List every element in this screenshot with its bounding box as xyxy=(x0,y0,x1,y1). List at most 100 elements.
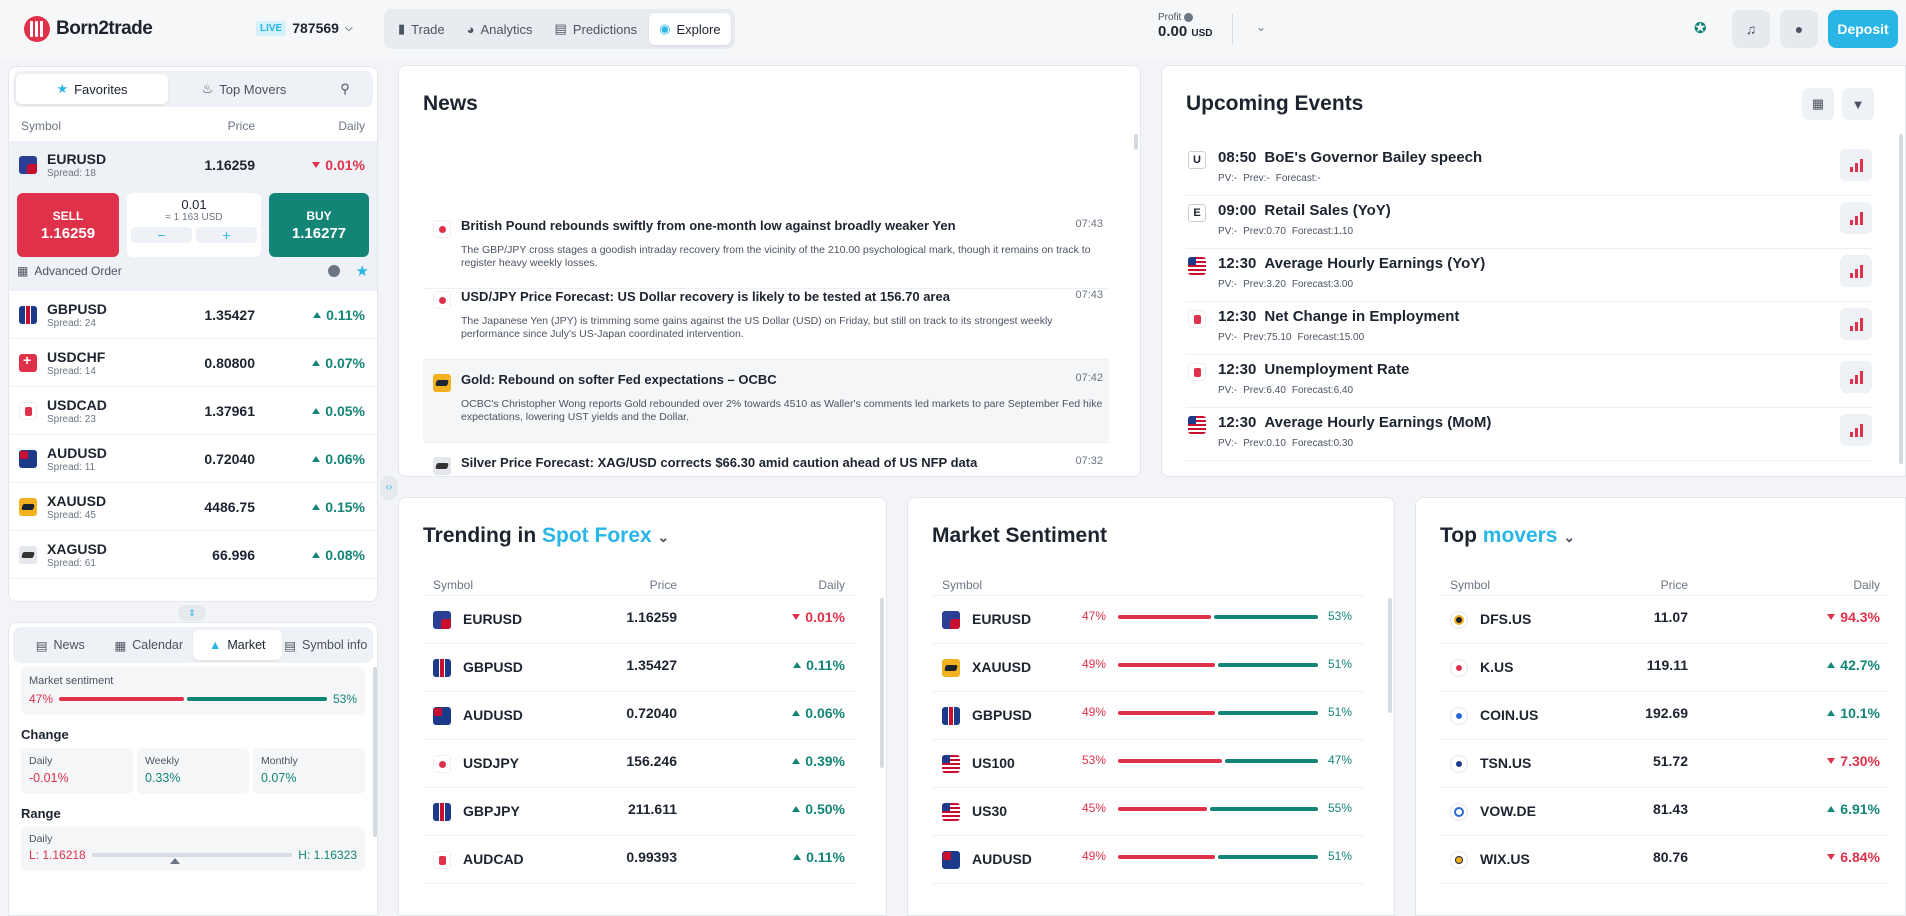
daily-value: 0.50% xyxy=(805,801,845,817)
table-row[interactable]: GBPJPY 211.611 0.50% xyxy=(423,788,855,836)
sell-bar xyxy=(1118,663,1215,667)
table-row[interactable]: XAUUSD 49% 51% xyxy=(932,644,1364,692)
quantity-stepper[interactable]: 0.01 ≈ 1 163 USD − + xyxy=(127,193,261,257)
scrollbar[interactable] xyxy=(880,598,884,768)
collapse-handle[interactable]: ⇕ xyxy=(178,605,206,621)
scrollbar[interactable] xyxy=(1134,134,1138,150)
tab-market[interactable]: ▲ Market xyxy=(193,630,282,660)
table-row[interactable]: AUDCAD 0.99393 0.11% xyxy=(423,836,855,884)
table-row[interactable]: US100 53% 47% xyxy=(932,740,1364,788)
event-row[interactable]: 12:30 Net Change in Employment PV:- Prev:75… xyxy=(1186,302,1872,355)
news-headline[interactable]: USD/JPY Price Forecast: US Dollar recove… xyxy=(461,289,950,304)
table-row[interactable]: WIX.US 80.76 6.84% xyxy=(1440,836,1890,884)
notifications-button[interactable]: ♫ xyxy=(1732,10,1770,48)
event-row[interactable]: E 09:00 Retail Sales (YoY) PV:- Prev:0.70 For… xyxy=(1186,196,1872,249)
sentiment-buy: 53% xyxy=(332,692,357,706)
event-row[interactable]: U 08:50 BoE's Governor Bailey speech PV:- Pr… xyxy=(1186,143,1872,196)
table-row[interactable]: DFS.US 11.07 94.3% xyxy=(1440,596,1890,644)
impact-button[interactable] xyxy=(1840,414,1872,446)
table-row[interactable]: EURUSD 1.16259 0.01% xyxy=(423,596,855,644)
impact-bar-icon xyxy=(1849,432,1853,437)
impact-bar-icon xyxy=(1854,163,1858,172)
watchlist-panel: ★ Favorites ♨ Top Movers ⚲ Symbol Price Da… xyxy=(8,66,378,602)
symbol-name: US100 xyxy=(972,755,1015,771)
tab-news[interactable]: ▤ News xyxy=(16,630,105,660)
news-item[interactable]: Gold: Rebound on softer Fed expectations… xyxy=(423,360,1109,443)
table-row[interactable]: EURUSD 47% 53% xyxy=(932,596,1364,644)
news-headline[interactable]: Gold: Rebound on softer Fed expectations… xyxy=(461,372,777,387)
range-card: Daily L: 1.16218 H: 1.16323 xyxy=(21,827,365,871)
watchlist-row[interactable]: GBPUSD Spread: 24 1.35427 0.11% xyxy=(9,291,377,339)
watchlist-row[interactable]: XAUUSD Spread: 45 4486.75 0.15% xyxy=(9,483,377,531)
table-row[interactable]: COIN.US 192.69 10.1% xyxy=(1440,692,1890,740)
account-selector[interactable]: LIVE 787569 ⌵ xyxy=(256,20,353,36)
buy-button[interactable]: BUY 1.16277 xyxy=(269,193,369,257)
news-summary: The GBP/JPY cross stages a goodish intra… xyxy=(461,244,1091,270)
nav-predictions[interactable]: ▤ Predictions xyxy=(545,13,648,45)
info-icon[interactable] xyxy=(327,265,340,277)
event-forecast: Forecast:15.00 xyxy=(1297,332,1365,343)
tab-calendar[interactable]: ▦ Calendar xyxy=(105,630,194,660)
event-row[interactable]: 12:30 Average Hourly Earnings (MoM) PV:- Pr… xyxy=(1186,408,1872,461)
tab-favorites[interactable]: ★ Favorites xyxy=(16,74,168,104)
sell-button[interactable]: SELL 1.16259 xyxy=(17,193,119,257)
table-row[interactable]: TSN.US 51.72 7.30% xyxy=(1440,740,1890,788)
scrollbar[interactable] xyxy=(1899,134,1903,464)
news-item[interactable]: USD/JPY Price Forecast: US Dollar recove… xyxy=(423,277,1109,360)
news-headline[interactable]: Silver Price Forecast: XAG/USD corrects … xyxy=(461,455,978,470)
impact-button[interactable] xyxy=(1840,361,1872,393)
filter-button[interactable]: ▼ xyxy=(1842,88,1874,120)
news-item[interactable]: Silver Price Forecast: XAG/USD corrects … xyxy=(423,443,1109,476)
news-headline[interactable]: British Pound rebounds swiftly from one-… xyxy=(461,218,956,233)
profile-button[interactable]: ● xyxy=(1780,10,1818,48)
daily-value: 0.01% xyxy=(805,609,845,625)
news-item[interactable]: British Pound rebounds swiftly from one-… xyxy=(423,206,1109,289)
trending-title[interactable]: Trending in Spot Forex ⌄ xyxy=(423,524,669,548)
deposit-button[interactable]: Deposit xyxy=(1828,10,1898,48)
increase-button[interactable]: + xyxy=(196,227,257,243)
watchlist-row[interactable]: USDCAD Spread: 23 1.37961 0.05% xyxy=(9,387,377,435)
nav-analytics[interactable]: ◕ Analytics xyxy=(457,13,543,45)
watchlist-row[interactable]: XAGUSD Spread: 61 66.996 0.08% xyxy=(9,531,377,579)
table-row[interactable]: AUDUSD 49% 51% xyxy=(932,836,1364,884)
star-icon[interactable]: ★ xyxy=(355,263,369,280)
advanced-order-link[interactable]: Advanced Order xyxy=(34,264,122,278)
table-row[interactable]: USDJPY 156.246 0.39% xyxy=(423,740,855,788)
event-forecast: Forecast:3.00 xyxy=(1291,279,1354,290)
watchlist-row-selected[interactable]: EURUSD Spread: 18 1.16259 0.01% xyxy=(9,141,377,189)
info-icon[interactable] xyxy=(1184,13,1194,22)
quantity-value[interactable]: 0.01 xyxy=(181,197,207,212)
table-row[interactable]: US30 45% 55% xyxy=(932,788,1364,836)
search-button[interactable]: ⚲ xyxy=(320,74,370,104)
calendar-button[interactable]: ▦ xyxy=(1802,88,1834,120)
impact-button[interactable] xyxy=(1840,202,1872,234)
decrease-button[interactable]: − xyxy=(131,227,192,243)
scrollbar[interactable] xyxy=(1388,598,1392,713)
watchlist-row[interactable]: AUDUSD Spread: 11 0.72040 0.06% xyxy=(9,435,377,483)
event-row[interactable]: 12:30 Unemployment Rate PV:- Prev:6.40 Forec… xyxy=(1186,355,1872,408)
impact-button[interactable] xyxy=(1840,308,1872,340)
table-row[interactable]: K.US 119.11 42.7% xyxy=(1440,644,1890,692)
table-row[interactable]: AUDUSD 0.72040 0.06% xyxy=(423,692,855,740)
brand-logo[interactable]: Born2trade xyxy=(24,16,153,42)
news-panel: News British Pound rebounds swiftly from… xyxy=(398,65,1141,477)
daily-value: 0.11% xyxy=(806,849,845,865)
sidebar-toggle[interactable]: ‹› xyxy=(380,476,398,500)
chevron-down-icon[interactable]: ⌄ xyxy=(1256,20,1267,34)
table-row[interactable]: GBPUSD 49% 51% xyxy=(932,692,1364,740)
table-row[interactable]: VOW.DE 81.43 6.91% xyxy=(1440,788,1890,836)
impact-bar-icon xyxy=(1859,265,1863,278)
tab-top-movers[interactable]: ♨ Top Movers xyxy=(168,74,320,104)
nav-trade[interactable]: ▮ Trade xyxy=(388,13,455,45)
impact-bar-icon xyxy=(1854,428,1858,437)
movers-title[interactable]: Top movers ⌄ xyxy=(1440,524,1575,548)
nav-explore[interactable]: ◉ Explore xyxy=(649,13,731,45)
event-row[interactable]: 12:30 Average Hourly Earnings (YoY) PV:- Pr… xyxy=(1186,249,1872,302)
tab-symbol-info[interactable]: ▤ Symbol info xyxy=(282,630,371,660)
table-row[interactable]: GBPUSD 1.35427 0.11% xyxy=(423,644,855,692)
down-arrow-icon xyxy=(1827,614,1836,620)
impact-button[interactable] xyxy=(1840,255,1872,287)
scrollbar[interactable] xyxy=(373,667,377,837)
impact-button[interactable] xyxy=(1840,149,1872,181)
